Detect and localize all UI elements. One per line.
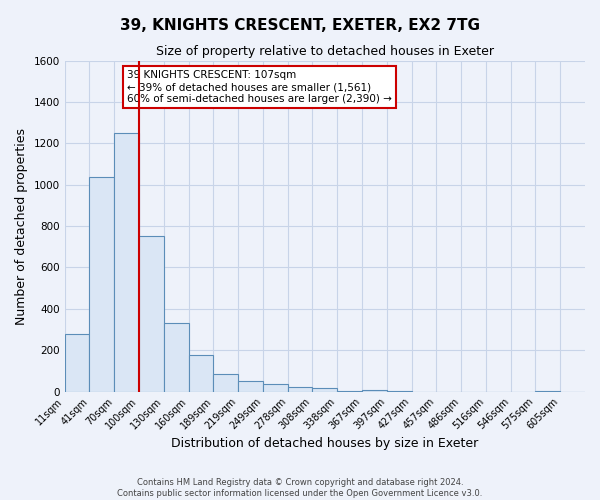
Text: 39 KNIGHTS CRESCENT: 107sqm
← 39% of detached houses are smaller (1,561)
60% of : 39 KNIGHTS CRESCENT: 107sqm ← 39% of det… <box>127 70 392 104</box>
Bar <box>313 388 337 392</box>
Bar <box>337 390 362 392</box>
Bar <box>114 133 139 392</box>
Bar <box>188 356 214 392</box>
Bar <box>263 384 287 392</box>
Bar <box>89 178 114 392</box>
Text: 39, KNIGHTS CRESCENT, EXETER, EX2 7TG: 39, KNIGHTS CRESCENT, EXETER, EX2 7TG <box>120 18 480 32</box>
Bar <box>287 388 313 392</box>
Bar <box>214 374 238 392</box>
Y-axis label: Number of detached properties: Number of detached properties <box>15 128 28 324</box>
Bar <box>139 236 164 392</box>
Bar <box>65 334 89 392</box>
Bar <box>387 390 412 392</box>
Bar <box>362 390 387 392</box>
Bar <box>164 324 188 392</box>
Title: Size of property relative to detached houses in Exeter: Size of property relative to detached ho… <box>156 45 494 58</box>
Text: Contains HM Land Registry data © Crown copyright and database right 2024.
Contai: Contains HM Land Registry data © Crown c… <box>118 478 482 498</box>
Bar <box>535 390 560 392</box>
Bar <box>238 381 263 392</box>
X-axis label: Distribution of detached houses by size in Exeter: Distribution of detached houses by size … <box>171 437 478 450</box>
